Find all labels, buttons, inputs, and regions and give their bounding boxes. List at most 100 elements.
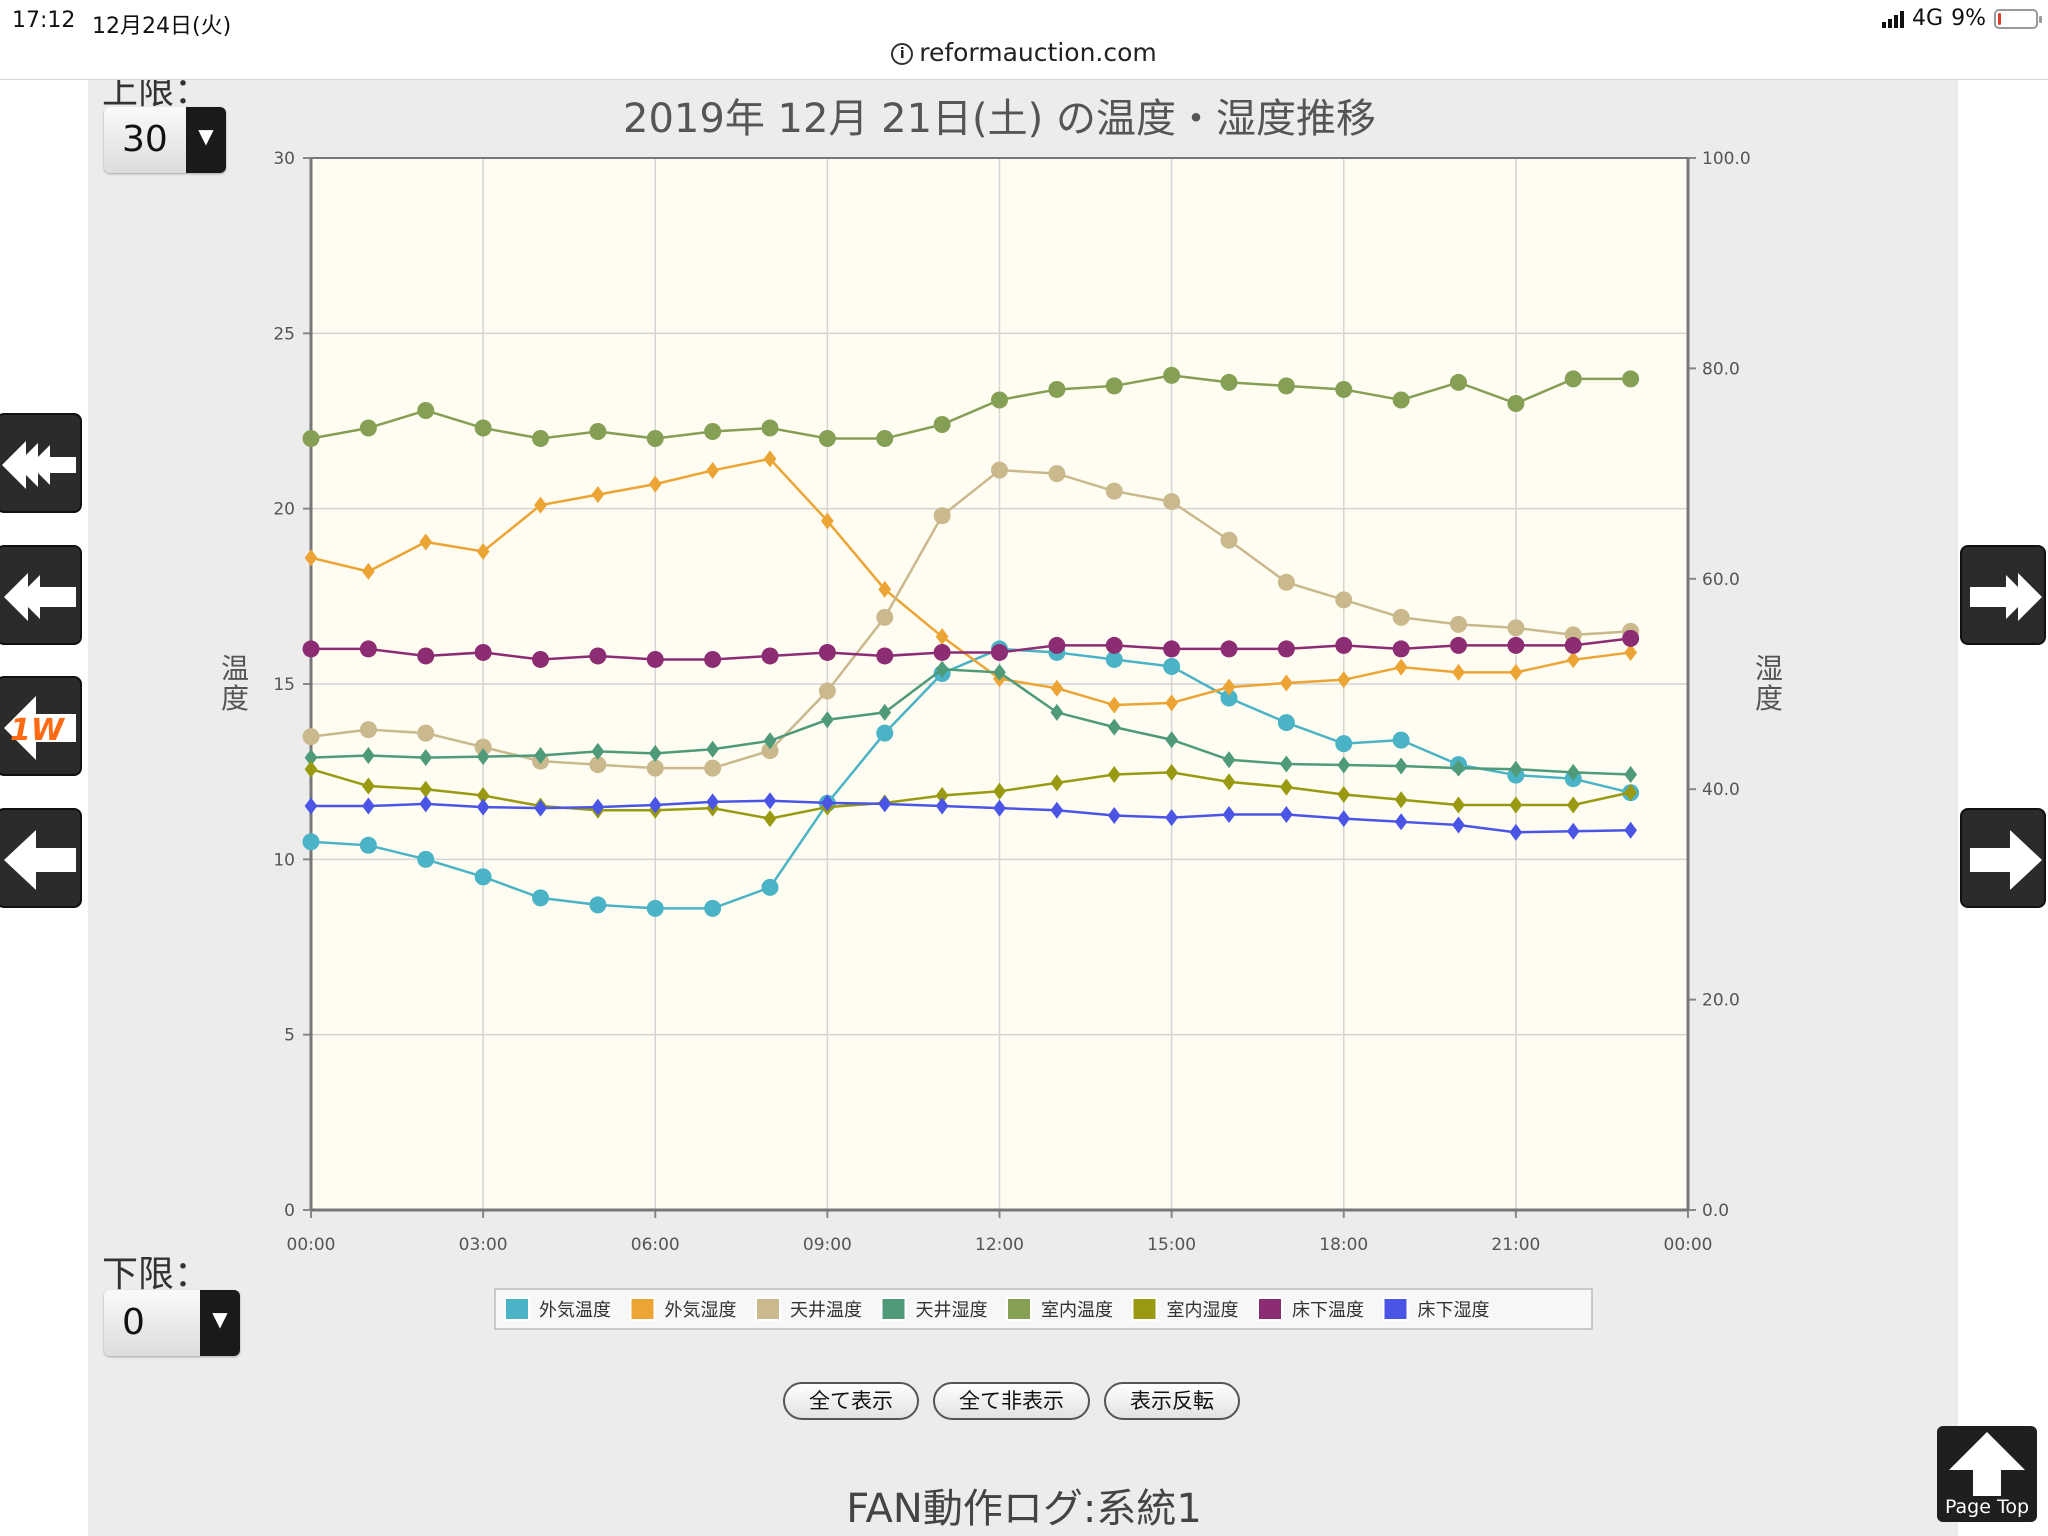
hide-all-button[interactable]: 全て非表示	[933, 1382, 1090, 1420]
point-series-1	[1277, 714, 1295, 732]
point-series-8	[1452, 816, 1465, 834]
battery-fill	[1998, 12, 2002, 25]
lower-limit-select[interactable]: 0 ▼	[104, 1290, 240, 1356]
show-all-button[interactable]: 全て表示	[783, 1382, 919, 1420]
point-series-5	[646, 430, 664, 448]
nav-right-button[interactable]	[1960, 808, 2046, 908]
lower-limit-label: 下限：	[102, 1254, 211, 1295]
point-series-2	[763, 450, 777, 468]
point-series-4	[1165, 731, 1178, 749]
nav-triple-left-button[interactable]	[0, 413, 82, 513]
point-series-8	[1566, 822, 1580, 840]
point-series-5	[1392, 391, 1410, 409]
point-series-4	[419, 749, 433, 767]
url-bar[interactable]: i reformauction.com	[0, 38, 2048, 80]
point-series-3	[359, 721, 377, 739]
y-axis-label-left-char: 温	[221, 652, 249, 685]
point-series-7	[704, 650, 722, 668]
y-tick-label-left: 20	[273, 500, 295, 520]
point-series-8	[304, 797, 318, 815]
point-series-3	[818, 682, 836, 700]
nav-double-left-button[interactable]	[0, 545, 82, 645]
point-series-2	[1509, 663, 1523, 681]
point-series-8	[935, 797, 949, 815]
point-series-8	[534, 799, 547, 817]
page-content: 上限： 30 ▼ 2019年 12月 21日(土) の温度・湿度推移 0 5 10 15…	[88, 80, 1958, 1536]
legend-label: 外気湿度	[665, 1300, 737, 1321]
point-series-3	[1277, 573, 1295, 591]
y-tick-label-left: 30	[273, 149, 295, 169]
point-series-7	[1507, 636, 1525, 654]
legend-swatch	[1131, 1297, 1158, 1321]
upper-limit-select[interactable]: 30 ▼	[104, 107, 226, 173]
left-arrow-icon	[4, 830, 76, 890]
battery-percent: 9%	[1951, 6, 1986, 31]
y-tick-label-left: 5	[284, 1026, 295, 1046]
point-series-8	[1624, 821, 1637, 839]
info-icon[interactable]: i	[891, 43, 914, 65]
point-series-4	[648, 744, 662, 762]
nav-double-right-button[interactable]	[1960, 545, 2046, 645]
page-top-button[interactable]: Page Top	[1937, 1426, 2037, 1522]
url-text[interactable]: reformauction.com	[919, 38, 1157, 67]
point-series-6	[419, 780, 433, 798]
lower-limit-value: 0	[122, 1302, 145, 1343]
point-series-8	[476, 798, 490, 816]
point-series-8	[1050, 801, 1064, 819]
point-series-6	[1107, 765, 1121, 783]
point-series-7	[933, 643, 951, 661]
point-series-7	[1163, 640, 1181, 658]
point-series-4	[935, 660, 949, 678]
point-series-4	[1222, 751, 1236, 769]
chart-legend	[494, 1288, 1593, 1330]
y-tick-label-right: 100.0	[1702, 149, 1751, 169]
y-tick-label-left: 15	[273, 675, 295, 695]
point-series-1	[417, 850, 435, 868]
point-series-1	[532, 889, 549, 907]
point-series-2	[362, 562, 375, 580]
point-series-2	[476, 542, 490, 560]
nav-left-button[interactable]	[0, 808, 82, 908]
point-series-2	[1624, 643, 1637, 661]
series-line-2	[310, 457, 1631, 707]
point-series-4	[878, 703, 892, 721]
point-series-4	[1107, 718, 1121, 736]
section-title: FAN動作ログ:系統1	[846, 1486, 1202, 1532]
x-tick-label: 00:00	[1664, 1235, 1713, 1255]
point-series-7	[1105, 636, 1123, 654]
point-series-8	[362, 797, 375, 815]
point-series-5	[1564, 370, 1582, 388]
x-tick-label: 06:00	[631, 1235, 680, 1255]
point-series-3	[991, 461, 1008, 479]
point-series-1	[1105, 650, 1123, 668]
legend-label: 天井湿度	[916, 1300, 988, 1321]
point-series-2	[419, 533, 433, 551]
point-series-7	[1277, 640, 1295, 658]
point-series-2	[1452, 663, 1465, 681]
point-series-7	[991, 643, 1008, 661]
point-series-4	[1394, 757, 1408, 775]
point-series-4	[821, 711, 834, 729]
x-tick-label: 09:00	[803, 1235, 852, 1255]
one-week-label: 1W	[10, 713, 66, 748]
point-series-2	[1337, 671, 1351, 689]
point-series-6	[1280, 778, 1293, 796]
point-series-7	[646, 650, 664, 668]
y-tick-label-left: 25	[273, 324, 295, 344]
legend-label: 室内湿度	[1167, 1300, 1239, 1321]
invert-display-button[interactable]: 表示反転	[1104, 1382, 1240, 1420]
point-series-4	[993, 663, 1006, 681]
point-series-8	[591, 798, 605, 816]
page-top-label: Page Top	[1944, 1496, 2030, 1518]
series-line-3	[310, 468, 1631, 770]
point-series-7	[589, 647, 607, 665]
point-series-6	[476, 787, 490, 805]
point-series-1	[876, 724, 894, 742]
legend-label: 床下湿度	[1418, 1300, 1490, 1321]
nav-one-week-button[interactable]: 1W	[0, 676, 82, 776]
x-tick-label: 18:00	[1319, 1235, 1368, 1255]
point-series-3	[1105, 482, 1123, 500]
point-series-2	[935, 628, 949, 646]
upper-limit-label: 上限：	[102, 80, 211, 112]
point-series-2	[1280, 674, 1293, 692]
